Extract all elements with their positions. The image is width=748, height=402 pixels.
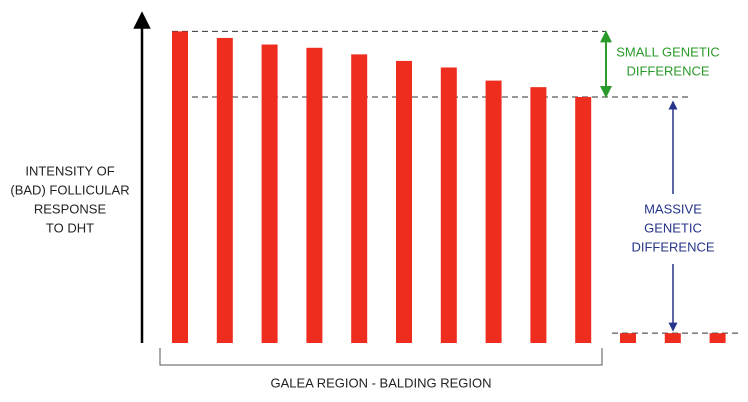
annotation-text: DIFFERENCE [631, 239, 714, 254]
bar [306, 47, 323, 344]
y-axis-label: INTENSITY OF [25, 163, 114, 178]
bar [485, 80, 502, 343]
annotation-text: GENETIC [644, 220, 702, 235]
bracket [159, 348, 603, 366]
bar [530, 87, 547, 343]
y-axis-label: RESPONSE [34, 201, 107, 216]
bar [440, 67, 457, 343]
annotation-text: DIFFERENCE [626, 63, 709, 78]
bar [664, 333, 681, 343]
annotation-text: SMALL GENETIC [616, 44, 720, 59]
bar [216, 37, 233, 344]
bar [261, 44, 278, 344]
bar [709, 333, 726, 343]
bar [172, 31, 188, 344]
y-axis-label: (BAD) FOLLICULAR [10, 182, 129, 197]
bar [396, 60, 412, 344]
bar [620, 333, 636, 343]
bar [351, 54, 368, 344]
bar [575, 97, 592, 343]
x-axis-label: GALEA REGION - BALDING REGION [270, 375, 491, 390]
y-axis-label: TO DHT [46, 220, 94, 235]
annotation-text: MASSIVE [644, 201, 702, 216]
